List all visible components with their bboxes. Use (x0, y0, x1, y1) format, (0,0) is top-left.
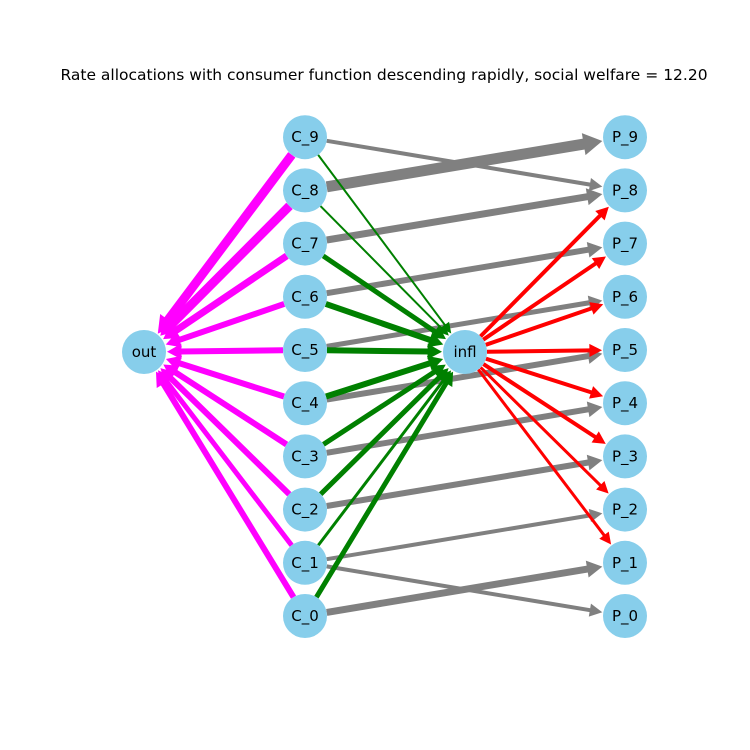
node-C_0: C_0 (283, 594, 327, 638)
node-C_5: C_5 (283, 328, 327, 372)
node-out: out (122, 330, 166, 374)
node-C_7: C_7 (283, 221, 327, 266)
node-C_9: C_9 (283, 115, 327, 160)
node-C_2: C_2 (283, 487, 327, 532)
node-infl: infl (443, 330, 487, 374)
node-circle (283, 328, 327, 372)
node-label: C_5 (291, 341, 319, 360)
node-circle (283, 168, 327, 213)
edge-C_7-infl (321, 253, 446, 340)
node-circle (283, 221, 327, 266)
edge-C_9-P_8 (326, 138, 603, 192)
node-label: P_6 (612, 288, 638, 307)
node-label: C_1 (291, 554, 319, 573)
node-circle (283, 381, 327, 426)
node-circle (283, 274, 327, 319)
node-C_6: C_6 (283, 274, 327, 319)
node-circle (283, 115, 327, 160)
node-label: C_7 (291, 235, 319, 254)
node-C_1: C_1 (283, 540, 327, 585)
node-C_3: C_3 (283, 434, 327, 479)
node-circle (603, 221, 647, 266)
edge-C_0-P_1 (326, 560, 603, 616)
node-label: C_2 (291, 501, 319, 520)
edge-infl-P_6 (485, 302, 604, 347)
edge-C_9-infl (317, 154, 452, 334)
edge-infl-P_4 (485, 356, 604, 399)
edge-C_8-infl (319, 205, 449, 336)
node-circle (603, 594, 647, 638)
edge-C_6-infl (324, 301, 444, 348)
node-label: C_3 (291, 447, 319, 466)
edge-C_4-infl (325, 355, 444, 400)
node-circle (283, 594, 327, 638)
node-P_7: P_7 (603, 221, 647, 266)
node-P_9: P_9 (603, 115, 647, 160)
edge-infl-P_5 (486, 343, 603, 358)
node-P_3: P_3 (603, 434, 647, 479)
node-C_4: C_4 (283, 381, 327, 426)
edge-C_9-out (157, 152, 296, 334)
node-layer: out infl C_0 C_1 C_2 C_3 C_4 C_5 C_6 C_7 C_8 C_9 P_0… (122, 115, 647, 638)
edge-infl-P_7 (482, 256, 606, 342)
edge-infl-P_2 (479, 366, 609, 494)
node-circle (603, 274, 647, 319)
edge-infl-P_1 (477, 368, 612, 545)
node-label: P_2 (612, 501, 638, 520)
node-circle (603, 487, 647, 532)
node-label: P_5 (612, 341, 638, 360)
node-label: P_1 (612, 554, 638, 573)
edge-C_5-infl (326, 343, 443, 360)
node-circle (603, 115, 647, 160)
node-label: infl (453, 343, 476, 361)
node-label: P_4 (612, 394, 638, 413)
node-P_0: P_0 (603, 594, 647, 638)
edge-C_4-out (165, 355, 285, 400)
node-C_8: C_8 (283, 168, 327, 213)
node-circle (603, 168, 647, 213)
node-P_4: P_4 (603, 381, 647, 426)
node-label: C_6 (291, 288, 319, 307)
node-label: C_9 (291, 128, 319, 147)
node-P_2: P_2 (603, 487, 647, 532)
node-circle (603, 381, 647, 426)
node-label: P_9 (612, 128, 638, 147)
node-circle (603, 328, 647, 372)
node-label: P_8 (612, 181, 638, 200)
edge-C_1-P_0 (326, 564, 603, 617)
figure-title: Rate allocations with consumer function … (60, 66, 708, 84)
edge-infl-P_8 (479, 206, 609, 338)
node-label: C_0 (291, 607, 319, 626)
node-P_6: P_6 (603, 274, 647, 319)
node-label: C_8 (291, 181, 319, 200)
node-label: P_3 (612, 447, 638, 466)
edge-C_2-P_3 (326, 454, 603, 509)
node-circle (443, 330, 487, 374)
node-circle (283, 540, 327, 585)
node-circle (283, 434, 327, 479)
node-label: out (132, 343, 157, 361)
node-circle (283, 487, 327, 532)
node-circle (603, 434, 647, 479)
node-circle (122, 330, 166, 374)
node-P_8: P_8 (603, 168, 647, 213)
node-circle (603, 540, 647, 585)
node-label: P_7 (612, 235, 638, 254)
node-label: P_0 (612, 607, 638, 626)
edge-C_1-out (157, 370, 294, 547)
edge-layer (155, 133, 612, 617)
edge-C_5-out (166, 343, 284, 360)
node-P_1: P_1 (603, 540, 647, 585)
edge-infl-P_3 (482, 362, 606, 444)
edge-C_8-P_9 (325, 133, 603, 193)
edge-C_7-P_8 (326, 188, 603, 244)
node-label: C_4 (291, 394, 319, 413)
node-P_5: P_5 (603, 328, 647, 372)
